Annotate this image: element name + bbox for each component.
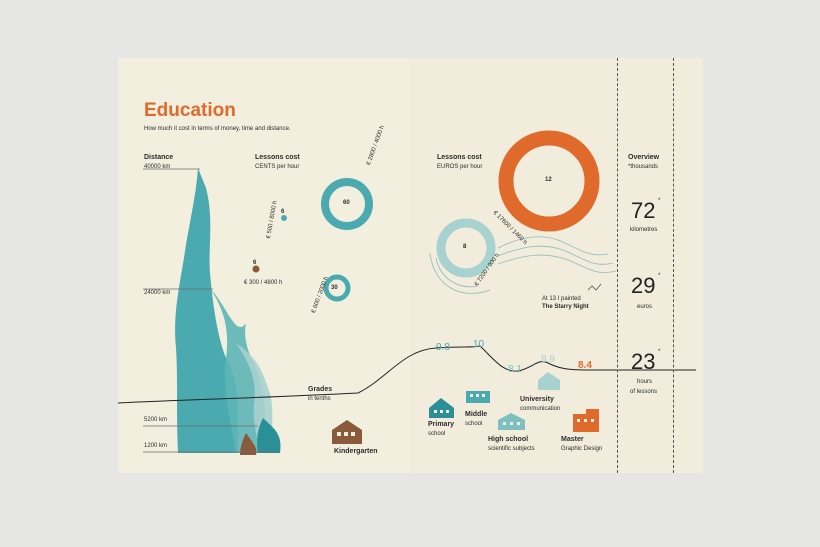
middle-house-icon xyxy=(466,391,490,403)
ring-6-teal-value: 6 xyxy=(281,209,285,215)
lessons-cost-right-title: Lessons cost xyxy=(437,154,482,161)
university-label: University xyxy=(520,396,554,403)
primary-house-icon xyxy=(429,398,454,418)
primary-sub: school xyxy=(428,431,446,437)
kindergarten-house-icon xyxy=(332,420,362,444)
overview-hours-star: * xyxy=(658,349,661,355)
ring-12 xyxy=(498,130,600,232)
overview-hours-label2: of lessons xyxy=(630,389,658,395)
overview-title: Overview xyxy=(628,154,660,161)
ring-6-brown-value: 6 xyxy=(253,260,257,266)
ring-6-brown-label: € 300 / 4800 h xyxy=(244,280,283,286)
overview-euros-label: euros xyxy=(637,304,653,310)
overview-km-star: * xyxy=(658,198,661,204)
primary-label: Primary xyxy=(428,421,455,428)
ring-60 xyxy=(321,178,373,230)
ring-8 xyxy=(436,218,496,278)
grades-unit: in tenths xyxy=(308,396,331,402)
overview-divider-right xyxy=(673,58,674,473)
high-school-label: High school xyxy=(488,436,529,443)
ring-6-teal xyxy=(281,215,287,221)
ring-60-value: 60 xyxy=(343,200,350,206)
distance-flame xyxy=(175,168,281,455)
grades-label: Grades xyxy=(308,386,333,393)
overview-euros-value: 29 xyxy=(631,273,656,298)
master-label: Master xyxy=(561,436,584,443)
booklet-spread: Education How much it cost in terms of m… xyxy=(118,58,703,473)
grade-high-school: 8.1 xyxy=(508,364,522,375)
distance-label: Distance xyxy=(144,154,174,161)
high-school-sub: scientific subjects xyxy=(488,446,535,452)
grade-university: 8.9 xyxy=(541,354,555,365)
overview-hours-label1: hours xyxy=(637,379,653,385)
middle-label: Middle xyxy=(465,411,488,418)
overview-sub: *thousands xyxy=(628,164,659,170)
right-page xyxy=(410,58,703,473)
distance-tick-5200: 5200 km xyxy=(144,417,168,423)
overview-km-label: kilometres xyxy=(630,227,658,233)
bird-icon xyxy=(587,283,602,291)
overview-euros-star: * xyxy=(658,273,661,279)
university-house-icon xyxy=(538,372,560,390)
high-school-house-icon xyxy=(498,413,525,430)
starry-line2: The Starry Night xyxy=(542,304,589,310)
ring-12-value: 12 xyxy=(545,177,552,183)
middle-sub: school xyxy=(465,421,483,427)
master-house-icon xyxy=(573,409,599,432)
infographic-graphics xyxy=(118,130,696,455)
ring-6-brown xyxy=(252,265,260,273)
kindergarten-label: Kindergarten xyxy=(334,448,378,455)
ring-30 xyxy=(323,274,351,302)
ring-8-value: 8 xyxy=(463,244,467,250)
page-title: Education xyxy=(144,100,236,121)
lessons-cost-left-unit: CENTS per hour xyxy=(255,164,300,170)
starry-line1: At 13 I painted xyxy=(542,296,581,302)
distance-tick-1200: 1200 km xyxy=(144,443,168,449)
lessons-cost-left-title: Lessons cost xyxy=(255,154,300,161)
lessons-cost-right-unit: EUROS per hour xyxy=(437,164,483,170)
ring-30-value: 30 xyxy=(331,285,338,291)
overview-hours-value: 23 xyxy=(631,349,656,374)
overview-divider-left xyxy=(617,58,618,473)
distance-tick-40000: 40000 km xyxy=(144,164,171,170)
starry-swirls xyxy=(429,236,617,294)
overview-km-value: 72 xyxy=(631,198,656,223)
grade-middle: 10 xyxy=(473,339,485,350)
page-subtitle: How much it cost in terms of money, time… xyxy=(144,126,291,132)
distance-tick-24000: 24000 km xyxy=(144,290,171,296)
grade-primary: 9.8 xyxy=(436,342,450,353)
grades-curve xyxy=(118,345,696,404)
grade-master: 8.4 xyxy=(578,360,592,371)
university-sub: communication xyxy=(520,406,561,412)
master-sub: Graphic Design xyxy=(561,446,603,452)
